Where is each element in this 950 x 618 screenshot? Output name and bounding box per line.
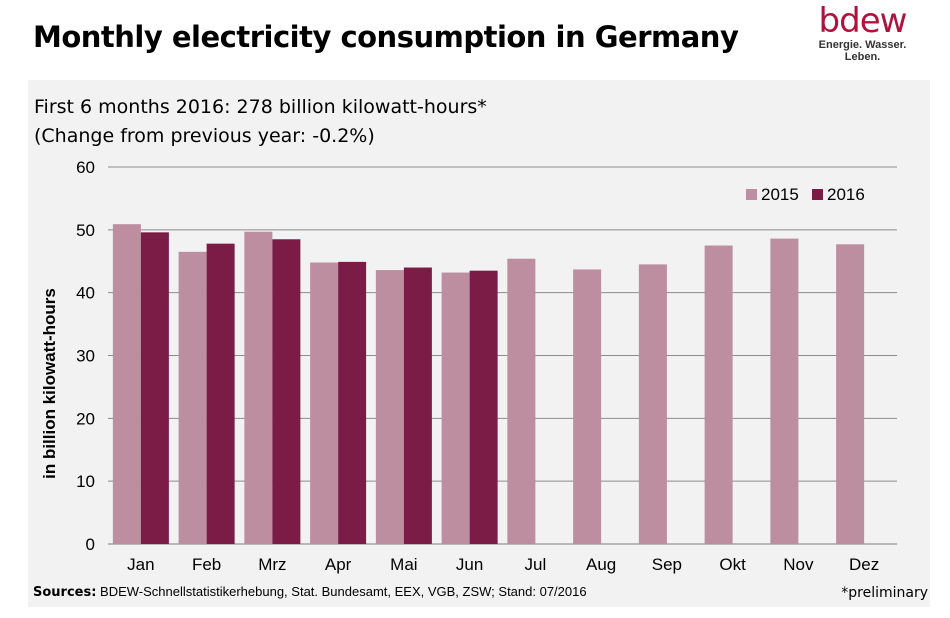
bar-2015-feb <box>178 251 207 544</box>
sources-line: Sources: BDEW-Schnellstatistikerhebung, … <box>33 584 587 600</box>
bar-2016-mrz <box>272 239 301 544</box>
x-tick-label: Nov <box>783 555 814 574</box>
x-tick-label: Dez <box>849 555 879 574</box>
bar-2015-mrz <box>244 231 273 545</box>
sources-label: Sources: <box>33 585 97 600</box>
bar-2016-jun <box>469 270 498 544</box>
y-tick-label: 0 <box>86 535 95 554</box>
bar-2015-jan <box>112 224 141 544</box>
legend-label-2016: 2016 <box>827 185 865 204</box>
x-tick-label: Jun <box>456 555 483 574</box>
x-tick-label: Aug <box>586 555 616 574</box>
y-tick-label: 40 <box>76 284 95 303</box>
y-tick-label: 50 <box>76 221 95 240</box>
legend-label-2015: 2015 <box>761 185 799 204</box>
bar-2015-jun <box>441 272 470 544</box>
chart-subtitle-line2: (Change from previous year: -0.2%) <box>34 125 375 147</box>
sources-text: BDEW-Schnellstatistikerhebung, Stat. Bun… <box>100 584 587 599</box>
bar-2015-jul <box>507 258 536 544</box>
logo-wordmark: bdew <box>818 1 908 41</box>
bar-2015-nov <box>770 238 799 544</box>
y-tick-label: 60 <box>76 158 95 177</box>
preliminary-note: *preliminary <box>841 585 928 601</box>
bar-2016-mai <box>403 267 432 544</box>
x-tick-label: Mrz <box>258 555 286 574</box>
page-title: Monthly electricity consumption in Germa… <box>33 20 739 54</box>
bar-2015-apr <box>310 262 339 544</box>
x-tick-label: Apr <box>325 555 352 574</box>
x-tick-label: Feb <box>192 555 221 574</box>
y-tick-label: 20 <box>76 409 95 428</box>
bar-2015-aug <box>573 269 602 544</box>
bar-2015-mai <box>375 270 404 544</box>
bar-2015-sep <box>638 264 667 544</box>
bar-2016-feb <box>206 243 235 544</box>
legend-swatch-2016 <box>812 189 823 200</box>
bar-2016-apr <box>338 261 367 544</box>
bar-2015-okt <box>704 245 733 544</box>
y-tick-label: 10 <box>76 472 95 491</box>
chart-subtitle-line1: First 6 months 2016: 278 billion kilowat… <box>34 96 487 118</box>
bdew-logo: bdew Energie. Wasser. Leben. <box>800 4 925 63</box>
bar-2016-jan <box>140 232 169 544</box>
y-axis-title: in billion kilowatt-hours <box>40 288 59 479</box>
x-tick-label: Okt <box>719 555 746 574</box>
x-tick-label: Jul <box>525 555 547 574</box>
x-tick-label: Sep <box>652 555 682 574</box>
y-tick-label: 30 <box>76 347 95 366</box>
logo-tagline: Energie. Wasser. Leben. <box>818 39 907 63</box>
bar-2015-dez <box>836 244 865 544</box>
x-tick-label: Mai <box>390 555 417 574</box>
x-tick-label: Jan <box>127 555 154 574</box>
legend-swatch-2015 <box>746 189 757 200</box>
